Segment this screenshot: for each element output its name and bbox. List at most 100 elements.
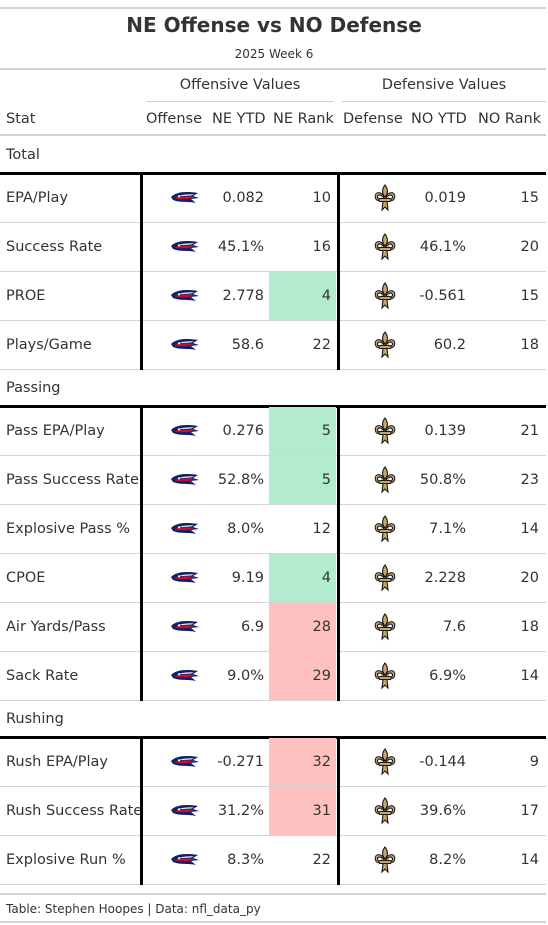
table-title: NE Offense vs NO Defense: [126, 13, 422, 37]
ne-ytd-value: -0.271: [217, 754, 264, 770]
ne-rank-value: 5: [321, 423, 331, 439]
patriots-logo-icon: [170, 521, 200, 541]
offense-column-border: [140, 407, 143, 701]
row-divider: [0, 602, 546, 603]
offense-column-border: [140, 738, 143, 885]
no-rank-value: 17: [520, 803, 539, 819]
saints-fleur-de-lis-icon: [373, 233, 397, 265]
no-ytd-value: 7.6: [442, 619, 466, 635]
column-header-ne-rank: NE Rank: [273, 111, 334, 127]
column-header-divider: [0, 134, 546, 136]
spanner-defensive-underline: [342, 101, 546, 102]
row-divider: [0, 271, 546, 272]
ne-ytd-value: 0.082: [222, 190, 264, 206]
row-divider: [0, 700, 546, 701]
row-group-label: Total: [6, 147, 40, 163]
ne-ytd-value: 31.2%: [217, 803, 264, 819]
defense-column-border: [337, 738, 340, 885]
ne-ytd-value: 8.3%: [227, 852, 264, 868]
ne-ytd-value: 0.276: [222, 423, 264, 439]
stat-name: PROE: [6, 288, 46, 304]
saints-fleur-de-lis-icon: [373, 662, 397, 694]
saints-fleur-de-lis-icon: [373, 184, 397, 216]
group-divider: [0, 172, 546, 175]
no-ytd-value: -0.144: [419, 754, 466, 770]
column-header-stat: Stat: [6, 111, 36, 127]
offense-column-border: [140, 174, 143, 370]
table-row: Explosive Pass % 8.0% 12 7.1% 14: [0, 505, 546, 554]
table-row: Air Yards/Pass 6.9 28 7.6 18: [0, 603, 546, 652]
no-rank-value: 21: [520, 423, 539, 439]
table-row: Sack Rate 9.0% 29 6.9% 14: [0, 652, 546, 701]
saints-fleur-de-lis-icon: [373, 282, 397, 314]
ne-ytd-value: 52.8%: [217, 472, 264, 488]
column-header-no-ytd: NO YTD: [411, 111, 467, 127]
ne-ytd-value: 9.19: [231, 570, 264, 586]
patriots-logo-icon: [170, 239, 200, 259]
no-rank-value: 15: [520, 190, 539, 206]
patriots-logo-icon: [170, 288, 200, 308]
no-rank-value: 18: [520, 619, 539, 635]
no-ytd-value: 6.9%: [429, 668, 466, 684]
patriots-logo-icon: [170, 337, 200, 357]
row-group-label: Rushing: [6, 711, 64, 727]
no-rank-value: 20: [520, 570, 539, 586]
rank-highlight-bad: [269, 738, 336, 786]
stat-name: Sack Rate: [6, 668, 79, 684]
no-ytd-value: 2.228: [424, 570, 466, 586]
no-rank-value: 14: [520, 521, 539, 537]
no-ytd-value: 7.1%: [429, 521, 466, 537]
no-ytd-value: 0.139: [424, 423, 466, 439]
ne-ytd-value: 9.0%: [227, 668, 264, 684]
stat-name: Success Rate: [6, 239, 103, 255]
table-row: Success Rate 45.1% 16 46.1% 20: [0, 223, 546, 272]
row-divider: [0, 222, 546, 223]
defense-column-border: [337, 407, 340, 701]
ne-rank-value: 5: [321, 472, 331, 488]
no-ytd-value: -0.561: [419, 288, 466, 304]
table-row: Pass EPA/Play 0.276 5 0.139 21: [0, 407, 546, 456]
table-subtitle: 2025 Week 6: [234, 47, 314, 61]
saints-fleur-de-lis-icon: [373, 417, 397, 449]
stat-name: Rush Success Rate: [6, 803, 143, 819]
no-rank-value: 9: [529, 754, 539, 770]
no-ytd-value: 39.6%: [419, 803, 466, 819]
saints-fleur-de-lis-icon: [373, 466, 397, 498]
ne-rank-value: 12: [312, 521, 331, 537]
patriots-logo-icon: [170, 423, 200, 443]
ne-rank-value: 28: [312, 619, 331, 635]
table-row: PROE 2.778 4 -0.561 15: [0, 272, 546, 321]
saints-fleur-de-lis-icon: [373, 846, 397, 878]
ne-rank-value: 16: [312, 239, 331, 255]
row-divider: [0, 369, 546, 370]
ne-ytd-value: 2.778: [222, 288, 264, 304]
no-rank-value: 20: [520, 239, 539, 255]
stat-name: Air Yards/Pass: [6, 619, 106, 635]
no-ytd-value: 46.1%: [419, 239, 466, 255]
row-divider: [0, 884, 546, 885]
ne-rank-value: 4: [321, 570, 331, 586]
ne-rank-value: 32: [312, 754, 331, 770]
patriots-logo-icon: [170, 570, 200, 590]
rank-highlight-bad: [269, 787, 336, 835]
rank-highlight-good: [269, 407, 336, 455]
row-divider: [0, 651, 546, 652]
patriots-logo-icon: [170, 668, 200, 688]
saints-fleur-de-lis-icon: [373, 564, 397, 596]
stat-name: CPOE: [6, 570, 46, 586]
row-divider: [0, 553, 546, 554]
ne-ytd-value: 58.6: [231, 337, 264, 353]
patriots-logo-icon: [170, 619, 200, 639]
source-note: Table: Stephen Hoopes | Data: nfl_data_p…: [6, 902, 261, 916]
saints-fleur-de-lis-icon: [373, 748, 397, 780]
no-ytd-value: 60.2: [433, 337, 466, 353]
table-row: Rush EPA/Play -0.271 32 -0.144 9: [0, 738, 546, 787]
row-group-label: Passing: [6, 380, 61, 396]
table-row: Rush Success Rate 31.2% 31 39.6% 17: [0, 787, 546, 836]
spanner-offensive-underline: [146, 101, 334, 102]
stat-name: Plays/Game: [6, 337, 92, 353]
row-divider: [0, 504, 546, 505]
spanner-offensive-values: Offensive Values: [179, 77, 301, 93]
row-divider: [0, 320, 546, 321]
